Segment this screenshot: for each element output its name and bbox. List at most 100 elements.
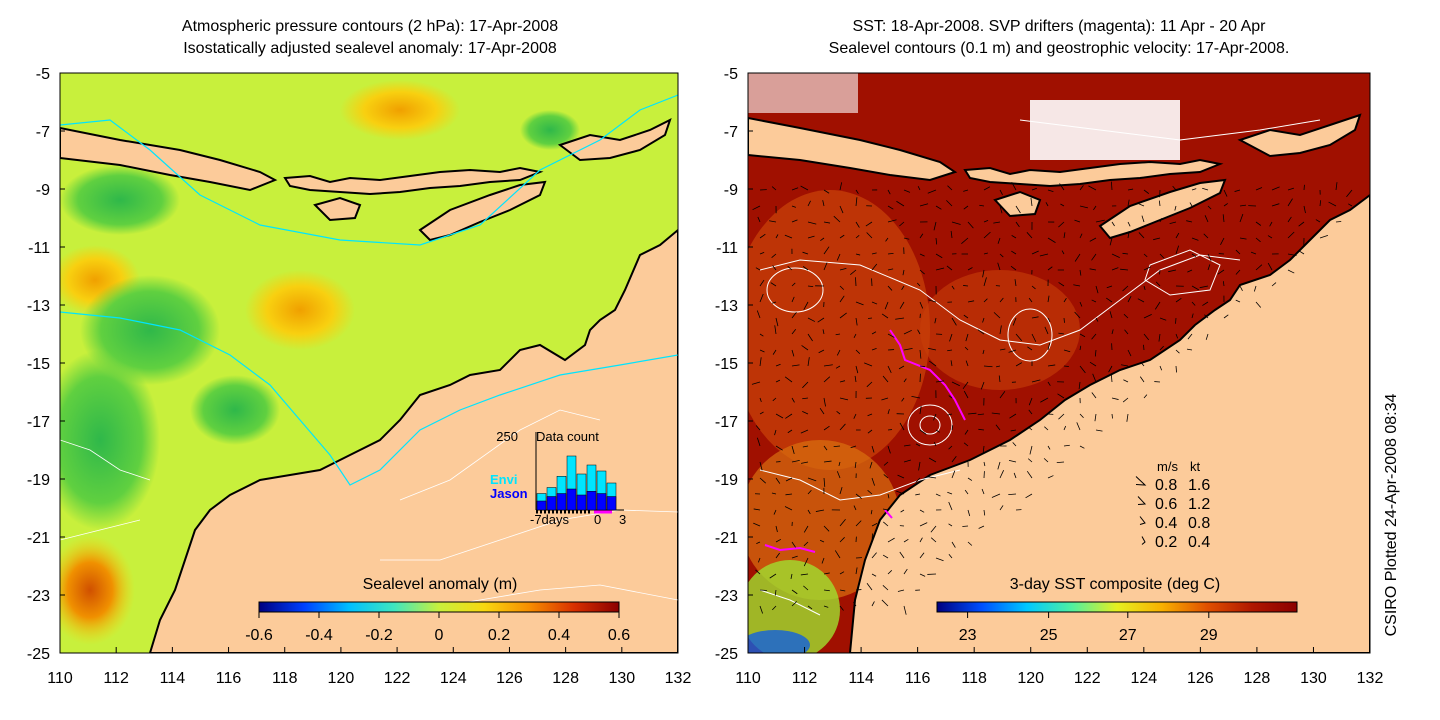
speed-legend-rows: 0.8 1.6 0.6 1.2 0.4 0.8 0.2 0.4 <box>1135 476 1210 551</box>
velocity-arrow <box>882 508 889 511</box>
velocity-arrow <box>818 349 825 354</box>
speed-legend-kt-value: 1.2 <box>1188 496 1210 513</box>
velocity-arrow <box>1191 237 1199 241</box>
velocity-arrow <box>785 493 793 496</box>
velocity-arrow <box>1063 349 1071 353</box>
velocity-arrow <box>1063 365 1069 367</box>
speed-legend: m/s kt 0.8 1.6 0.6 1.2 0.4 0.8 0.2 0.4 <box>1135 459 1210 551</box>
drifter-track <box>884 509 893 519</box>
velocity-arrow <box>915 477 921 483</box>
velocity-arrow <box>823 605 829 608</box>
velocity-arrow <box>1127 221 1131 227</box>
velocity-arrow <box>1045 202 1049 207</box>
colorbar-tick-label: 0 <box>435 627 444 644</box>
latitude-tick-label: -7 <box>36 124 50 141</box>
velocity-arrow <box>756 437 761 447</box>
velocity-arrow <box>995 424 1001 431</box>
velocity-arrow <box>1255 221 1262 226</box>
velocity-arrow <box>1159 218 1162 223</box>
velocity-arrow <box>773 509 777 515</box>
velocity-arrow <box>978 428 985 431</box>
velocity-arrow <box>775 445 783 451</box>
velocity-arrow <box>759 589 767 591</box>
eddy-contour <box>907 404 953 446</box>
velocity-arrow <box>1063 317 1065 323</box>
velocity-arrow <box>993 221 1001 224</box>
velocity-arrow <box>839 380 846 383</box>
longitude-tick-label: 114 <box>848 670 874 687</box>
latitude-tick-label: -5 <box>724 66 738 83</box>
velocity-arrow <box>991 412 1001 415</box>
velocity-arrow <box>1172 185 1177 191</box>
plot-credit-text: CSIRO Plotted 24-Apr-2008 08:34 <box>1383 393 1400 637</box>
velocity-arrow <box>1143 333 1150 341</box>
inset-title: Data count <box>536 429 599 444</box>
velocity-arrow <box>1186 220 1193 223</box>
velocity-arrow <box>881 397 889 401</box>
velocity-arrow <box>1287 198 1293 207</box>
longitude-tick-label: 122 <box>384 670 411 687</box>
velocity-arrow <box>1091 299 1097 303</box>
velocity-arrow <box>807 235 815 239</box>
velocity-arrow <box>1143 253 1148 258</box>
velocity-arrow <box>993 312 1001 319</box>
pressure-contour <box>60 94 678 246</box>
velocity-arrow <box>995 365 1001 368</box>
velocity-arrow <box>1026 232 1033 239</box>
velocity-arrow <box>791 311 797 319</box>
velocity-arrow <box>803 541 809 547</box>
velocity-arrow <box>928 457 937 463</box>
velocity-arrow <box>1091 253 1097 261</box>
velocity-arrow <box>850 445 857 449</box>
velocity-arrow <box>771 492 777 495</box>
right-colorbar-strip <box>936 601 1298 613</box>
speed-legend-kt-value: 1.6 <box>1188 477 1210 494</box>
velocity-arrow <box>836 349 841 356</box>
longitude-tick-label: 110 <box>735 670 761 687</box>
velocity-arrow <box>867 489 873 495</box>
velocity-arrow <box>1027 346 1033 351</box>
velocity-arrow <box>935 237 938 245</box>
velocity-arrow <box>871 252 877 255</box>
velocity-arrow <box>774 325 777 335</box>
velocity-arrow <box>1109 311 1113 319</box>
velocity-arrow <box>1122 285 1129 292</box>
longitude-tick-label: 128 <box>1244 670 1271 687</box>
velocity-arrow <box>839 312 847 319</box>
longitude-tick-label: 128 <box>552 670 579 687</box>
velocity-arrow <box>1127 199 1130 207</box>
velocity-arrow <box>895 317 905 320</box>
velocity-arrow <box>898 365 905 370</box>
velocity-arrow <box>800 573 809 576</box>
longitude-tick-label: 118 <box>961 670 987 687</box>
velocity-arrow <box>823 262 828 271</box>
velocity-arrow <box>1111 413 1113 419</box>
velocity-arrow <box>775 413 784 419</box>
velocity-arrow <box>1111 267 1119 271</box>
speed-legend-arrow <box>1141 536 1146 545</box>
velocity-arrow <box>1191 188 1197 191</box>
velocity-arrow <box>946 200 953 207</box>
velocity-arrow <box>775 317 779 327</box>
sumba-island-sst <box>993 190 1042 218</box>
velocity-arrow <box>1175 333 1179 339</box>
velocity-arrow <box>753 522 761 527</box>
velocity-arrow <box>1011 235 1017 239</box>
longitude-tick-label: 120 <box>328 670 355 687</box>
velocity-arrow <box>1298 250 1305 255</box>
velocity-arrow <box>948 445 953 450</box>
latitude-tick-label: -25 <box>27 646 50 663</box>
velocity-arrow <box>1126 413 1129 422</box>
velocity-arrow <box>951 381 960 387</box>
velocity-arrow <box>947 349 953 352</box>
velocity-arrow <box>915 443 921 447</box>
velocity-arrow <box>1111 181 1113 191</box>
velocity-arrow <box>999 470 1005 479</box>
velocity-arrow <box>803 301 809 311</box>
inset-x-label-start: -7days <box>530 512 570 527</box>
speed-legend-kt-value: 0.4 <box>1188 534 1210 551</box>
velocity-arrow <box>935 205 942 210</box>
velocity-arrow <box>982 349 985 355</box>
latitude-tick-label: -23 <box>27 588 50 605</box>
